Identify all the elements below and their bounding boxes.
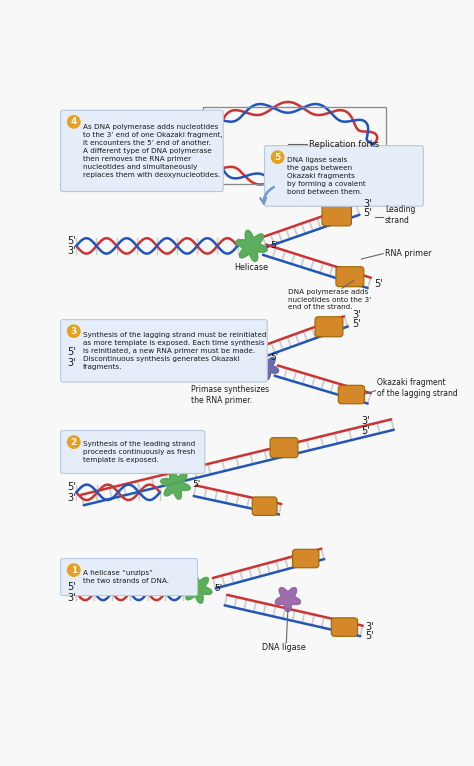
Polygon shape [182, 574, 212, 603]
Text: 4: 4 [71, 117, 77, 126]
FancyBboxPatch shape [322, 205, 351, 226]
Text: 3': 3' [352, 310, 361, 320]
Text: 5': 5' [352, 319, 361, 329]
Text: Primase synthesizes
the RNA primer.: Primase synthesizes the RNA primer. [191, 385, 269, 404]
Polygon shape [255, 358, 279, 380]
Text: 3': 3' [67, 593, 76, 603]
FancyBboxPatch shape [61, 430, 205, 473]
Text: Replication forks: Replication forks [309, 139, 379, 149]
Text: Helicase: Helicase [235, 263, 268, 272]
FancyBboxPatch shape [336, 267, 364, 286]
FancyBboxPatch shape [264, 146, 423, 206]
Text: 5': 5' [270, 241, 278, 250]
FancyBboxPatch shape [292, 549, 319, 568]
Text: 3: 3 [71, 326, 77, 336]
Text: 5': 5' [363, 208, 372, 218]
FancyBboxPatch shape [61, 319, 267, 382]
Text: Okazaki fragment
of the lagging strand: Okazaki fragment of the lagging strand [377, 378, 458, 398]
Text: 1: 1 [71, 565, 77, 574]
Polygon shape [275, 588, 301, 611]
Text: 2: 2 [71, 437, 77, 447]
Circle shape [68, 116, 80, 128]
Circle shape [272, 151, 284, 163]
Text: 5': 5' [214, 584, 222, 593]
Text: 3': 3' [67, 493, 76, 502]
Text: Synthesis of the lagging strand must be reinitiated
as more template is exposed.: Synthesis of the lagging strand must be … [83, 332, 267, 370]
Text: 5': 5' [67, 347, 76, 357]
FancyBboxPatch shape [252, 497, 277, 516]
Text: 3': 3' [67, 247, 76, 257]
Text: 5': 5' [67, 582, 76, 592]
Text: As DNA polymerase adds nucleotides
to the 3’ end of one Okazaki fragment,
it enc: As DNA polymerase adds nucleotides to th… [83, 124, 223, 178]
Text: DNA polymerase adds
nucleotides onto the 3'
end of the strand.: DNA polymerase adds nucleotides onto the… [288, 289, 371, 310]
Text: 5': 5' [365, 631, 374, 641]
Text: 5: 5 [274, 152, 281, 162]
Polygon shape [228, 342, 259, 373]
Text: A helicase “unzips”
the two strands of DNA.: A helicase “unzips” the two strands of D… [83, 570, 169, 584]
Text: 3': 3' [365, 622, 374, 632]
Text: 5': 5' [362, 426, 370, 436]
FancyBboxPatch shape [270, 437, 298, 457]
FancyBboxPatch shape [315, 317, 343, 337]
Polygon shape [161, 470, 190, 499]
Text: 3': 3' [362, 417, 370, 427]
FancyBboxPatch shape [61, 110, 223, 192]
Text: DNA ligase seals
the gaps between
Okazaki fragments
by forming a covalent
bond b: DNA ligase seals the gaps between Okazak… [287, 157, 366, 195]
Polygon shape [236, 231, 267, 261]
Circle shape [68, 564, 80, 576]
Text: Synthesis of the leading strand
proceeds continuously as fresh
template is expos: Synthesis of the leading strand proceeds… [83, 441, 195, 463]
Circle shape [68, 436, 80, 448]
Text: 5': 5' [67, 482, 76, 492]
Text: DNA ligase: DNA ligase [262, 643, 306, 652]
FancyBboxPatch shape [61, 558, 198, 596]
Circle shape [68, 325, 80, 337]
Text: 3': 3' [67, 358, 76, 368]
Text: 5': 5' [270, 353, 278, 362]
Text: 5': 5' [374, 280, 383, 290]
FancyBboxPatch shape [331, 618, 357, 637]
Text: 5': 5' [192, 480, 201, 489]
FancyBboxPatch shape [338, 385, 365, 404]
Text: 3': 3' [363, 198, 372, 208]
Text: Leading
strand: Leading strand [385, 205, 415, 225]
Text: 5': 5' [67, 235, 76, 246]
Text: RNA primer: RNA primer [385, 249, 431, 258]
